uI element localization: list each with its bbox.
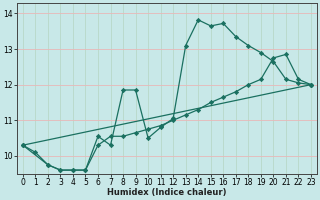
X-axis label: Humidex (Indice chaleur): Humidex (Indice chaleur) bbox=[107, 188, 227, 197]
